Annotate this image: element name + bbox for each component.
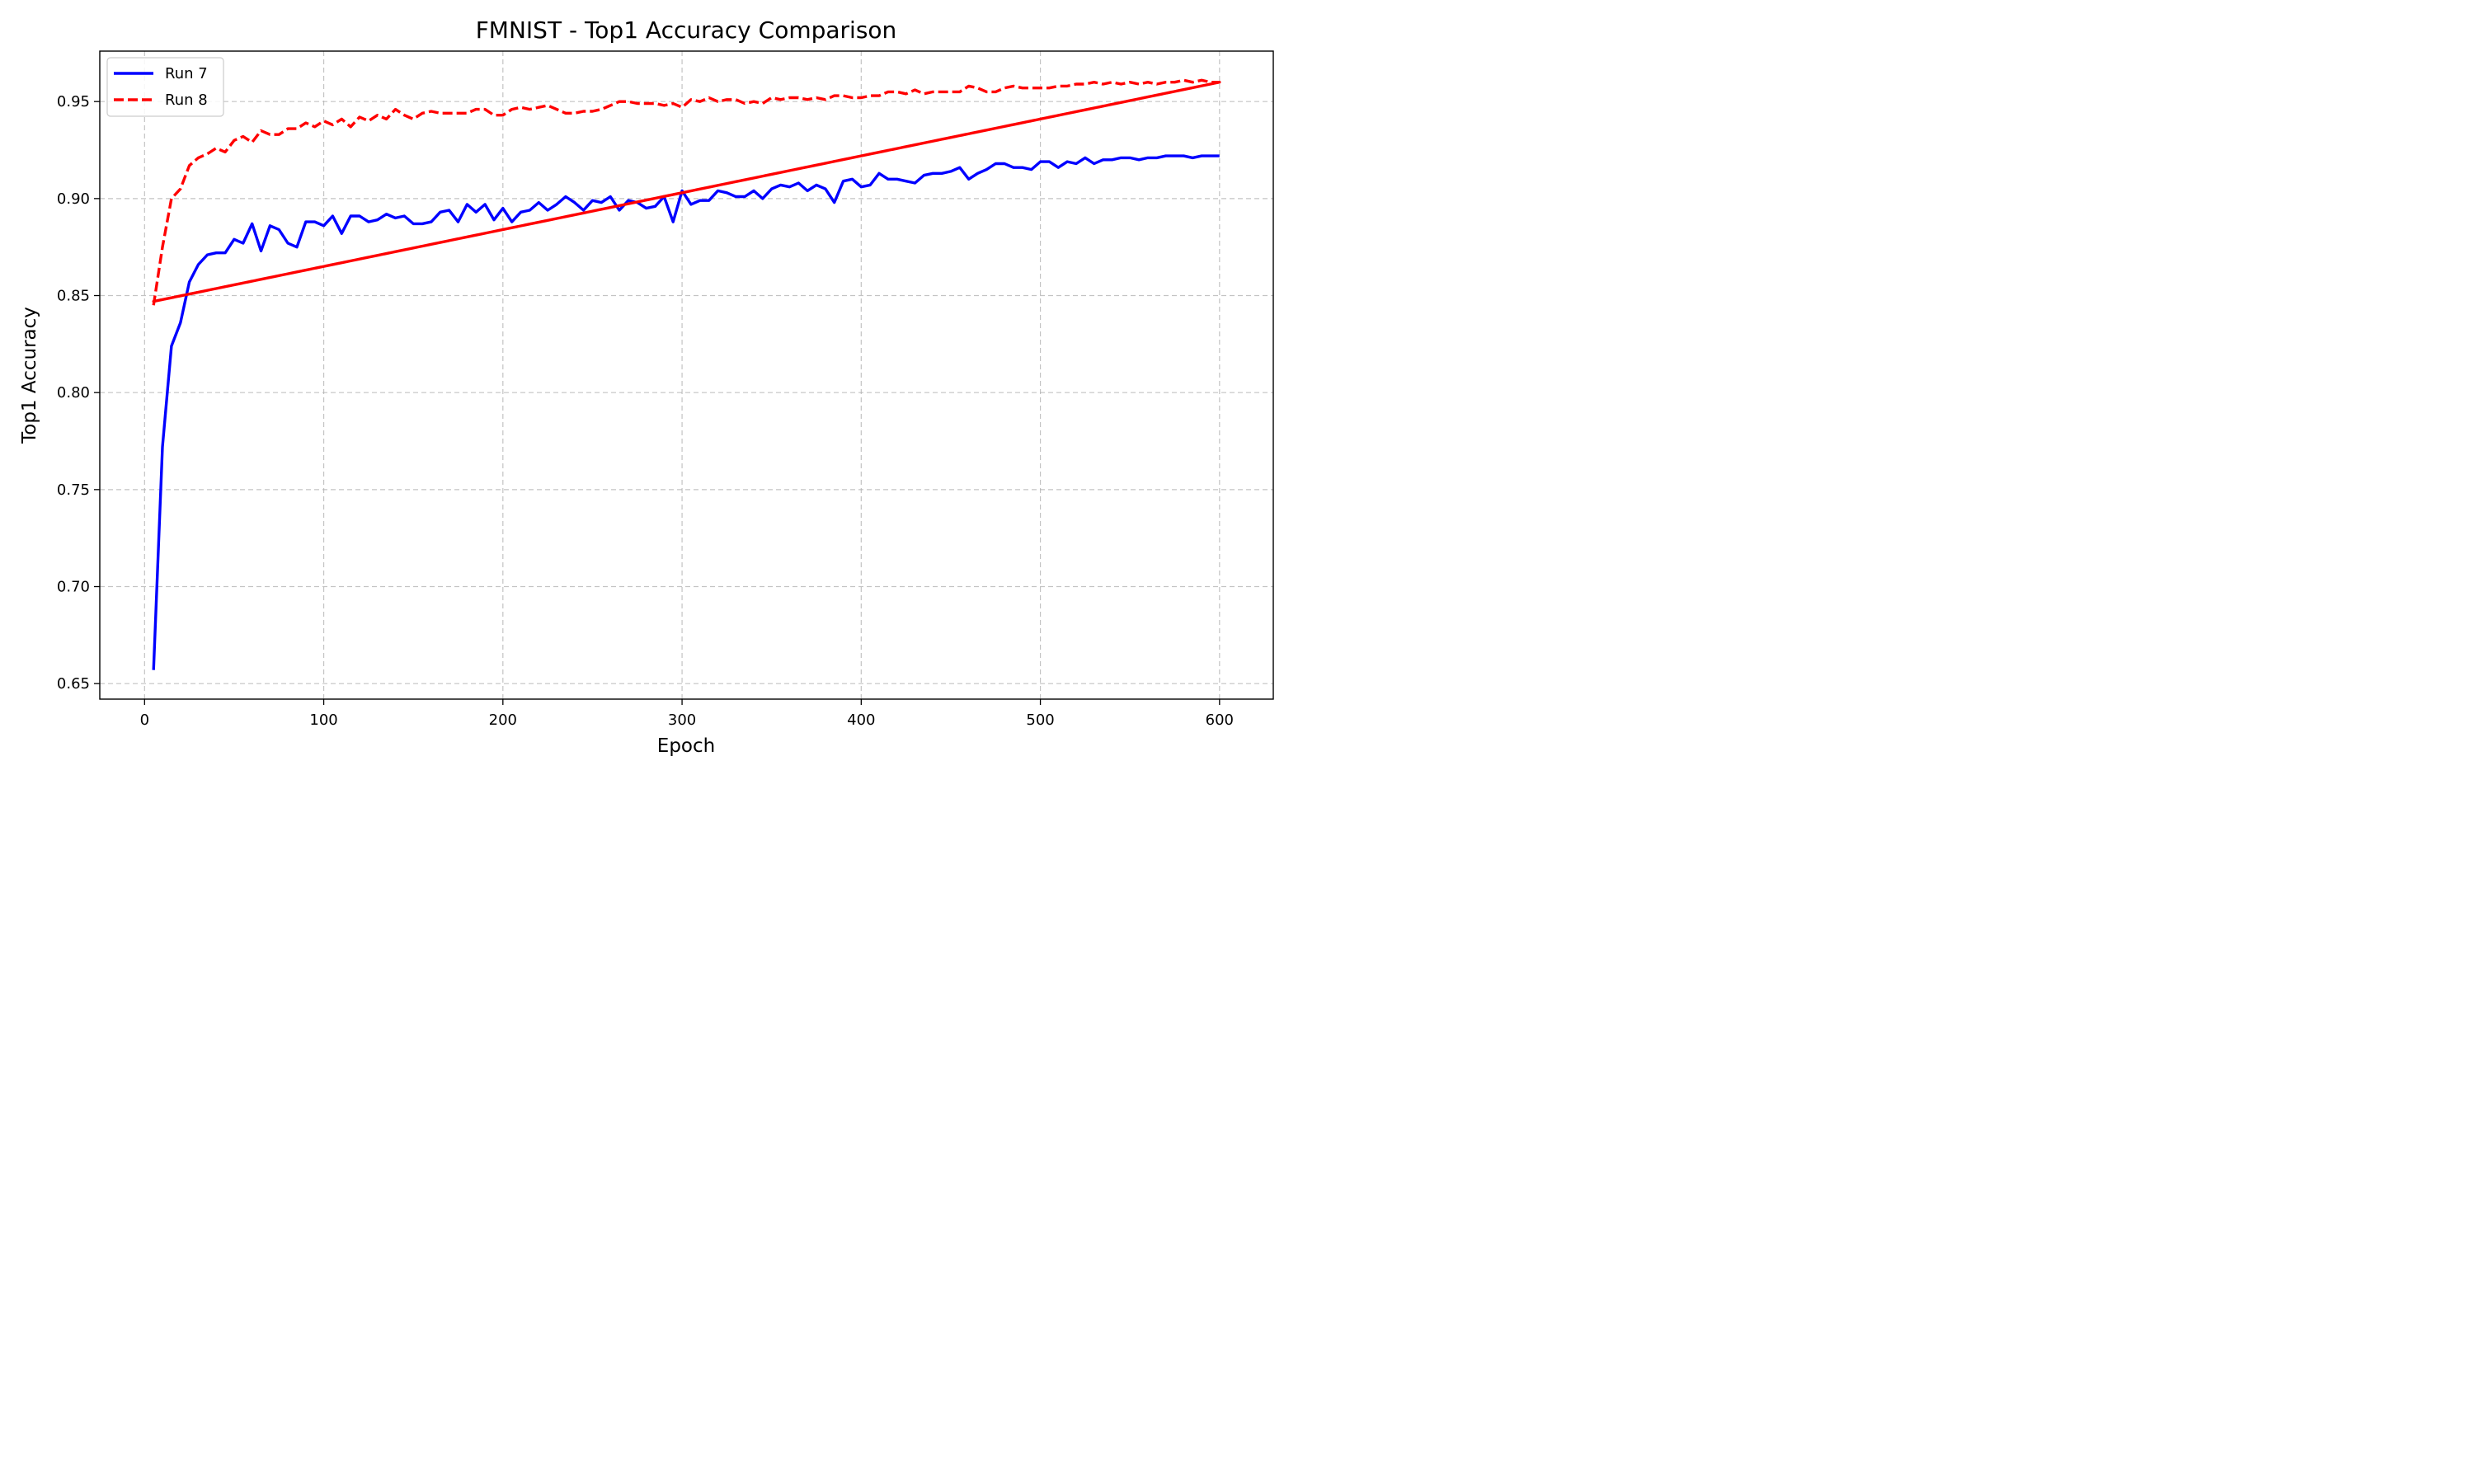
- legend-label: Run 7: [165, 65, 208, 82]
- plot-frame: [99, 50, 1274, 700]
- series-line-run-7: [152, 154, 1220, 670]
- chart: FMNIST - Top1 Accuracy Comparison 0 100 20…: [0, 0, 1293, 775]
- y-tick-label: 0.95: [57, 93, 90, 110]
- y-tick-label: 0.75: [57, 481, 90, 499]
- y-tick-label: 0.65: [57, 675, 90, 693]
- y-axis-label: Top1 Accuracy: [19, 307, 40, 444]
- x-tick-label: 400: [847, 711, 875, 729]
- y-tick-label: 0.90: [57, 190, 90, 208]
- x-tick-label: 200: [489, 711, 517, 729]
- y-tick-label: 0.80: [57, 384, 90, 402]
- chart-background: [0, 0, 1293, 775]
- legend: Run 7 Run 8: [106, 57, 224, 117]
- x-tick-label: 100: [309, 711, 337, 729]
- x-tick-label: 300: [668, 711, 696, 729]
- y-tick-label: 0.85: [57, 288, 90, 305]
- x-axis-ticks: 0 100 200 300 400 500 600: [140, 699, 1234, 729]
- x-tick-label: 0: [140, 711, 149, 729]
- chart-title: FMNIST - Top1 Accuracy Comparison: [476, 16, 897, 44]
- plot-series: [152, 78, 1221, 670]
- x-axis-label: Epoch: [657, 735, 715, 757]
- y-axis-ticks: 0.65 0.70 0.75 0.80 0.85 0.90 0.95: [57, 93, 100, 693]
- x-tick-label: 600: [1206, 711, 1234, 729]
- legend-label: Run 8: [165, 92, 208, 109]
- x-tick-label: 500: [1026, 711, 1054, 729]
- y-tick-label: 0.70: [57, 579, 90, 596]
